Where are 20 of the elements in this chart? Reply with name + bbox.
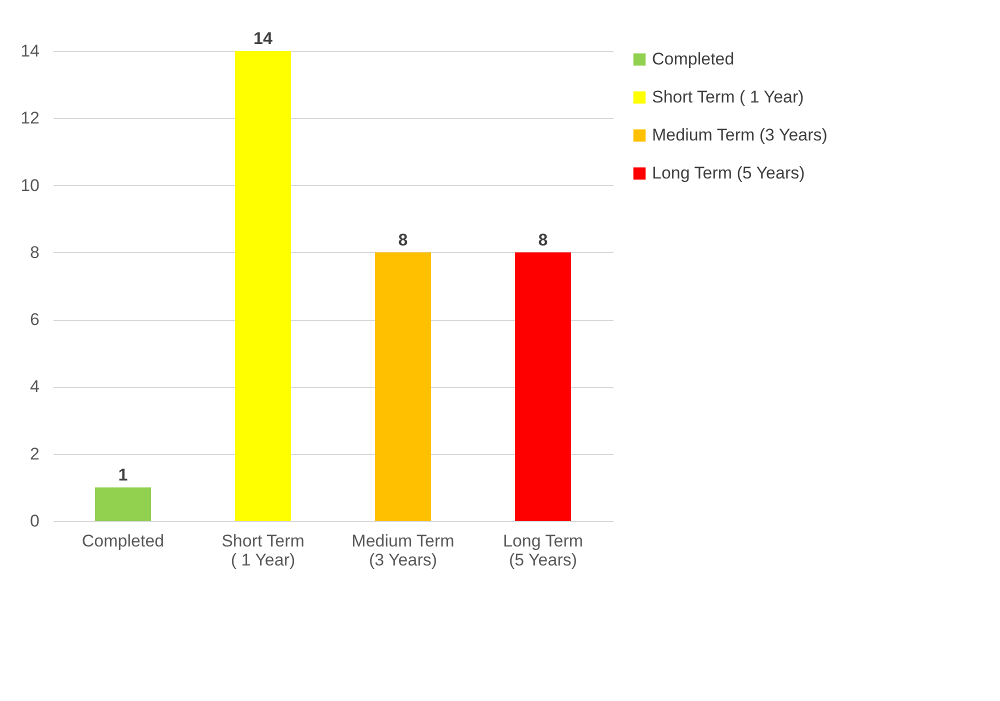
x-tick-label: Long Term (5 Years) [502, 532, 584, 570]
legend-label: Medium Term (3 Years) [652, 126, 828, 144]
y-tick-label: 2 [30, 444, 40, 464]
y-tick-label: 6 [30, 310, 40, 330]
y-tick-label: 8 [30, 242, 40, 262]
data-label: 14 [254, 29, 273, 48]
x-tick-label: Medium Term (3 Years) [352, 532, 454, 570]
y-tick-label: 12 [20, 108, 40, 128]
data-label: 1 [118, 465, 128, 484]
x-tick-label: Short Term ( 1 Year) [222, 532, 304, 570]
y-tick-label: 14 [20, 42, 40, 60]
y-tick-label: 10 [20, 176, 40, 195]
data-label: 8 [538, 230, 548, 250]
y-tick-label: 4 [30, 377, 40, 396]
x-tick-label: Completed [82, 532, 164, 550]
legend-label: Completed [652, 50, 734, 68]
y-tick-label: 0 [30, 512, 40, 530]
legend-label: Short Term ( 1 Year) [652, 88, 804, 106]
data-label: 8 [398, 230, 408, 250]
legend-label: Long Term (5 Years) [652, 164, 805, 182]
